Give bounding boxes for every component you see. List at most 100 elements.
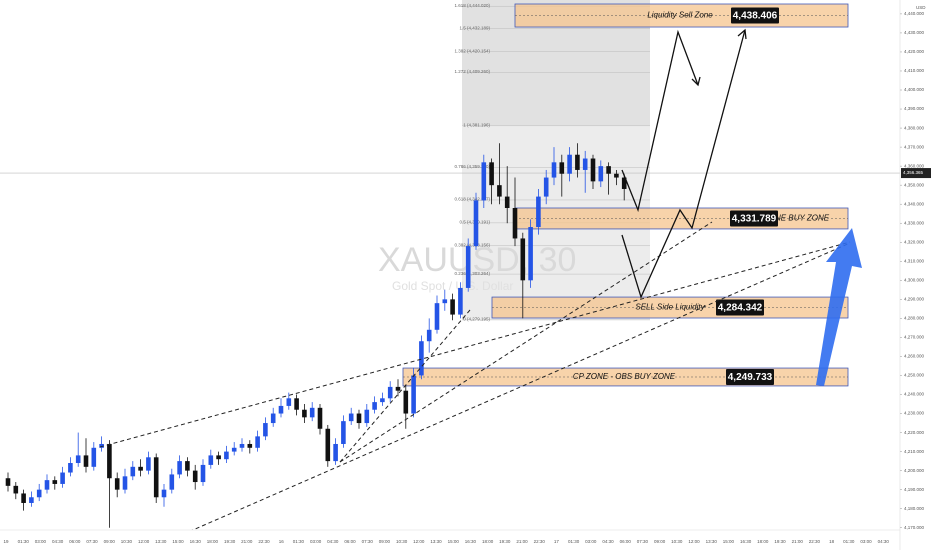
fib-label: 0.618 (4,342.227) xyxy=(454,197,490,202)
candle-body xyxy=(169,474,175,490)
last-price-tag: 4,356.365 xyxy=(903,170,924,175)
candle-body xyxy=(551,162,557,178)
y-tick-label: 4,340.000 xyxy=(904,201,925,206)
candle-body xyxy=(489,162,494,186)
zone-label: SELL Side Liquidity xyxy=(635,303,705,312)
x-tick-label: 01:30 xyxy=(293,539,305,544)
candle-body xyxy=(270,413,276,424)
x-tick-label: 13:30 xyxy=(430,539,442,544)
candle-body xyxy=(36,489,42,498)
x-tick-label: 03:00 xyxy=(35,539,47,544)
x-tick-label: 04:30 xyxy=(52,539,64,544)
candle-body xyxy=(590,158,596,182)
watermark-sub: Gold Spot / U.S. Dollar xyxy=(392,279,513,293)
candle-body xyxy=(380,398,385,403)
fib-label: 0.236 (4,303.264) xyxy=(454,271,490,276)
x-tick-label: 16:30 xyxy=(740,539,752,544)
candle-body xyxy=(356,413,362,424)
time-axis-bg xyxy=(0,530,900,550)
candle-body xyxy=(465,246,471,288)
x-tick-label: 22:30 xyxy=(809,539,821,544)
x-tick-label: 21:00 xyxy=(792,539,804,544)
price-axis-bg xyxy=(900,0,932,550)
x-tick-label: 22:30 xyxy=(534,539,546,544)
candle-body xyxy=(224,451,229,460)
price-tag-bg xyxy=(726,368,774,385)
candle-body xyxy=(426,329,432,342)
x-tick-label: 15:00 xyxy=(172,539,184,544)
candle-body xyxy=(403,390,409,414)
y-tick-label: 4,410.000 xyxy=(904,68,925,73)
x-tick-label: 04:30 xyxy=(602,539,614,544)
candle-body xyxy=(29,497,34,503)
y-tick-label: 4,310.000 xyxy=(904,258,925,263)
x-tick-label: 03:00 xyxy=(860,539,872,544)
y-tick-label: 4,290.000 xyxy=(904,297,925,302)
candle-body xyxy=(606,166,611,174)
candle-body xyxy=(520,238,526,281)
x-tick-label: 12:00 xyxy=(138,539,150,544)
candle-body xyxy=(309,407,315,418)
x-tick-label: 09:00 xyxy=(104,539,116,544)
candle-body xyxy=(434,303,440,330)
y-tick-label: 4,240.000 xyxy=(904,392,925,397)
x-tick-label: 19:30 xyxy=(224,539,236,544)
price-tag-bg xyxy=(716,299,764,316)
candle-body xyxy=(99,443,104,448)
x-tick-label: 06:00 xyxy=(69,539,81,544)
candle-body xyxy=(114,478,120,490)
watermark: XAUUSD, 30 xyxy=(378,241,576,279)
y-tick-label: 4,220.000 xyxy=(904,430,925,435)
x-tick-label: 07:30 xyxy=(637,539,649,544)
candle-body xyxy=(130,466,136,477)
candle-body xyxy=(582,158,588,170)
x-tick-label: 03:00 xyxy=(585,539,597,544)
x-tick-label: 18:00 xyxy=(757,539,769,544)
candle-body xyxy=(528,227,533,281)
x-tick-label: 06:00 xyxy=(344,539,356,544)
candle-body xyxy=(60,472,65,484)
candle-body xyxy=(161,489,167,498)
arrow-head xyxy=(737,28,747,40)
candle-body xyxy=(21,493,26,503)
candle-body xyxy=(200,464,206,483)
candle-body xyxy=(216,455,221,460)
arrow-head xyxy=(691,76,701,87)
candle-body xyxy=(458,287,463,315)
zone-label: Liquidity Sell Zone xyxy=(647,11,713,20)
y-tick-label: 4,330.000 xyxy=(904,220,925,225)
candle-body xyxy=(614,173,619,178)
candle-body xyxy=(146,457,151,471)
candle-body xyxy=(263,423,268,437)
candle-body xyxy=(567,154,572,174)
candle-body xyxy=(473,200,479,247)
candle-body xyxy=(75,455,81,464)
y-tick-label: 4,420.000 xyxy=(904,49,925,54)
price-tag: 4,331.789 xyxy=(732,214,777,225)
candle-body xyxy=(419,341,424,376)
fib-label: 1.382 (4,420.154) xyxy=(454,48,490,53)
zone-label: CP ZONE BUY ZONE xyxy=(751,214,830,223)
x-tick-label: 16:30 xyxy=(465,539,477,544)
x-tick-label: 09:00 xyxy=(654,539,666,544)
x-tick-label: 01:30 xyxy=(18,539,30,544)
candle-body xyxy=(52,480,58,484)
candle-body xyxy=(598,166,604,182)
y-tick-label: 4,390.000 xyxy=(904,106,925,111)
x-tick-label: 19:30 xyxy=(774,539,786,544)
candle-body xyxy=(91,447,97,467)
candle-body xyxy=(239,443,245,448)
candle-body xyxy=(333,443,338,462)
fib-label: 1.618 (4,444.020) xyxy=(454,3,490,8)
candle-body xyxy=(411,375,416,414)
candle-body xyxy=(122,476,128,490)
y-tick-label: 4,210.000 xyxy=(904,449,925,454)
x-tick-label: 10:30 xyxy=(396,539,408,544)
fib-label: 0 (4,279.195) xyxy=(463,317,490,322)
candle-body xyxy=(348,413,354,422)
x-tick-label: 18 xyxy=(829,539,835,544)
y-tick-label: 4,170.000 xyxy=(904,525,925,530)
x-tick-label: 07:30 xyxy=(86,539,98,544)
price-tag-bg xyxy=(730,210,778,227)
